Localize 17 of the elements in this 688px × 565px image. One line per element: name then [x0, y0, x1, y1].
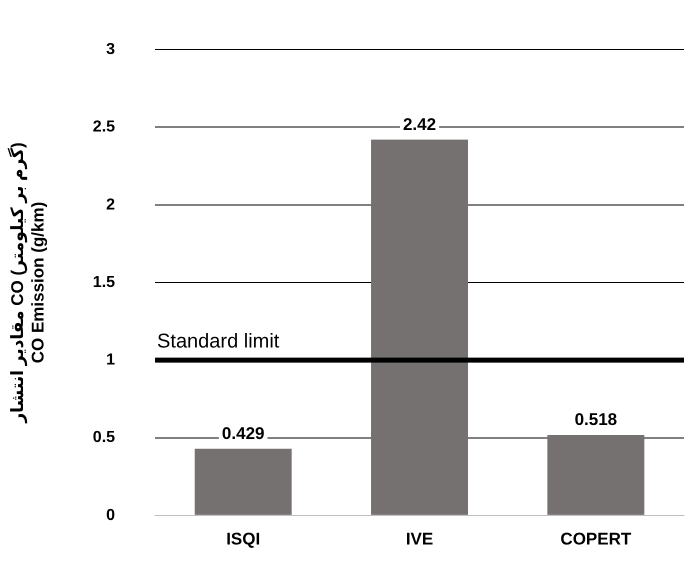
x-tick-label: COPERT	[560, 529, 632, 548]
y-tick-label: 3	[106, 41, 116, 58]
y-tick-label: 0.5	[92, 429, 116, 446]
data-label: 2.42	[402, 114, 436, 134]
y-tick-label: 1.5	[92, 274, 116, 291]
data-label: 0.518	[574, 410, 618, 430]
y-tick-label: 0	[106, 506, 116, 524]
y-tick-label: 2	[106, 196, 116, 214]
bar	[371, 140, 468, 515]
x-tick-label: IVE	[406, 529, 434, 548]
bar	[547, 434, 644, 515]
y-tick-label: 1	[106, 352, 116, 369]
y-tick-label: 2.5	[92, 118, 116, 136]
data-label: 0.429	[222, 424, 264, 443]
x-tick-label: ISQI	[226, 529, 260, 548]
bar	[194, 448, 292, 515]
ref-line-label: Standard limit	[157, 330, 280, 353]
